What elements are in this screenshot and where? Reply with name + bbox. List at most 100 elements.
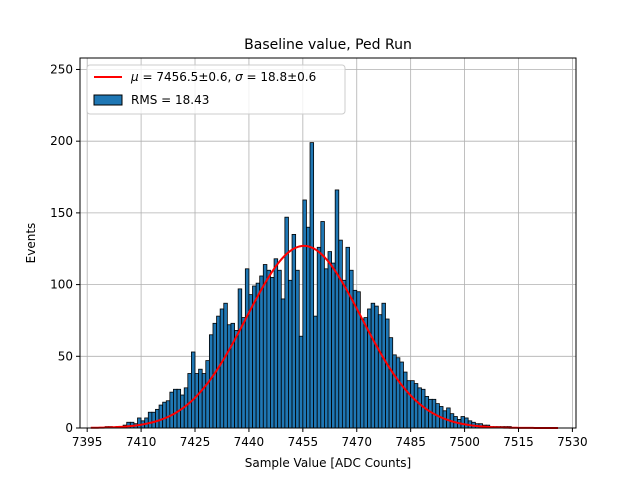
histogram-bar [252, 285, 257, 429]
legend-fit-label: μ = 7456.5±0.6, σ = 18.8±0.6 [130, 70, 316, 84]
histogram-bar [223, 302, 228, 429]
histogram-bar [270, 277, 275, 429]
legend: μ = 7456.5±0.6, σ = 18.8±0.6 RMS = 18.43 [86, 64, 346, 115]
histogram-bar [410, 380, 415, 429]
y-tick-label: 100 [50, 278, 73, 292]
histogram-bar [424, 396, 430, 429]
histogram-bar [216, 315, 221, 429]
histogram-bar [288, 279, 293, 429]
histogram-bar [309, 142, 315, 429]
histogram-bar [388, 337, 394, 429]
x-axis-label: Sample Value [ADC Counts] [245, 456, 411, 470]
plot-frame [79, 57, 577, 429]
histogram-bar [367, 308, 372, 429]
histogram-bar [363, 317, 368, 429]
y-tick-label: 150 [50, 206, 73, 220]
histogram-bar [295, 269, 300, 429]
histogram-bar [237, 288, 243, 429]
x-tick-label: 7500 [449, 435, 480, 449]
histogram-bar [313, 315, 318, 429]
y-axis-ticks: 0 50 100 150 200 250 [50, 62, 80, 435]
histogram-bar [176, 388, 182, 429]
histogram-bar [162, 401, 167, 429]
histogram-bar [155, 408, 160, 429]
histogram-bar [255, 282, 261, 429]
histogram-bar [306, 226, 311, 429]
histogram-bar [234, 330, 239, 429]
histogram-bar [248, 294, 253, 429]
histogram-bar [244, 268, 250, 429]
histogram-bar [324, 268, 329, 429]
histogram-bar [352, 289, 358, 429]
chart-title: Baseline value, Ped Run [244, 37, 412, 53]
histogram-bar [241, 317, 246, 429]
histogram-bar [341, 279, 347, 429]
histogram-bar [284, 216, 289, 429]
x-axis-ticks: 7395 7410 7425 7440 7455 7470 7485 7500 7515 7530 [72, 428, 588, 449]
histogram-bar [406, 380, 412, 429]
histogram-bar [205, 360, 210, 429]
histogram-bar [374, 305, 379, 429]
x-tick-label: 7410 [126, 435, 157, 449]
x-tick-label: 7440 [234, 435, 265, 449]
histogram-bar [158, 404, 164, 429]
histogram-bar [338, 239, 343, 429]
histogram-bar [262, 264, 268, 429]
histogram-bar [194, 373, 200, 429]
histogram-bar [464, 417, 469, 429]
histogram-bar [446, 407, 451, 429]
legend-hist-swatch [93, 94, 123, 106]
histogram-bar [334, 189, 340, 429]
histogram-bar [280, 298, 286, 429]
histogram-bar [180, 394, 185, 429]
legend-hist-label: RMS = 18.43 [131, 93, 209, 107]
histogram-bar [403, 371, 408, 429]
histogram-bar [392, 354, 397, 429]
x-tick-label: 7395 [72, 435, 103, 449]
histogram-bar [327, 251, 332, 429]
histogram-bar [316, 246, 322, 429]
histogram-bar [370, 302, 376, 429]
y-axis-label: Events [24, 223, 38, 264]
histogram-bar [385, 318, 390, 429]
histogram-bar [399, 361, 404, 429]
histogram-bar [381, 302, 386, 429]
histogram-bar [165, 400, 171, 429]
histogram-bar [291, 233, 297, 429]
y-tick-label: 200 [50, 134, 73, 148]
histogram-bar [331, 262, 336, 429]
x-tick-label: 7425 [180, 435, 211, 449]
histogram-bar [219, 308, 225, 429]
y-tick-label: 250 [50, 62, 73, 76]
histogram-bar [201, 373, 207, 429]
x-tick-label: 7470 [341, 435, 372, 449]
histogram-bar [345, 246, 350, 429]
histogram-bar [191, 351, 196, 429]
histogram-bar [226, 324, 232, 429]
histogram-bar [137, 417, 142, 429]
histogram-bar [151, 411, 156, 429]
x-tick-label: 7455 [288, 435, 319, 449]
gaussian-fit-curve [90, 244, 559, 429]
histogram-bar [302, 199, 307, 429]
histogram-bar [273, 258, 279, 429]
histogram-bar [173, 388, 178, 429]
histogram-bar [377, 314, 383, 429]
histogram-bar [349, 269, 354, 429]
histogram-bar [277, 269, 282, 429]
histogram-bar [298, 335, 304, 429]
histogram-bar [198, 368, 203, 429]
histogram-bar [259, 275, 264, 429]
legend-box [86, 64, 346, 115]
y-tick-label: 50 [58, 349, 73, 363]
histogram-bars [104, 142, 512, 429]
histogram-bar [266, 269, 271, 429]
histogram-bar [320, 221, 325, 429]
histogram-bar [417, 387, 422, 429]
histogram-bar [147, 411, 153, 429]
x-tick-label: 7515 [503, 435, 534, 449]
histogram-bar [460, 416, 465, 429]
histogram-bar [413, 383, 419, 429]
x-tick-label: 7530 [557, 435, 588, 449]
